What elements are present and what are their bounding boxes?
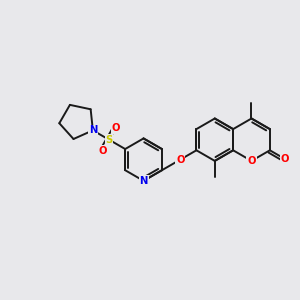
Text: O: O [176,154,184,165]
Text: O: O [247,156,256,166]
Text: N: N [89,125,97,135]
Text: O: O [111,123,120,133]
Text: O: O [281,154,289,164]
Text: O: O [98,146,107,156]
Text: S: S [105,135,113,145]
Text: N: N [140,176,148,186]
